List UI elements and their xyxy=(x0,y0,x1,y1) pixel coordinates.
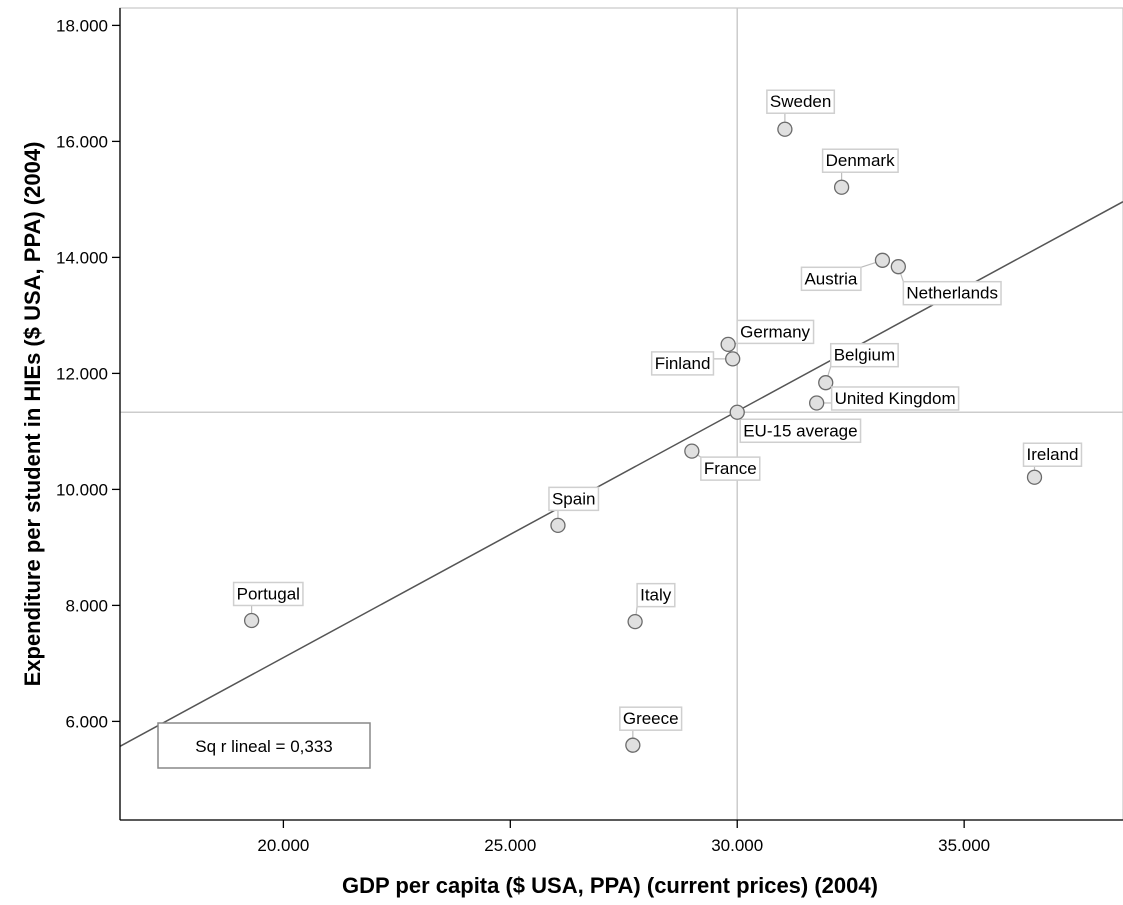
point-label-box xyxy=(1022,442,1083,467)
point-label-box xyxy=(830,386,960,411)
point-marker xyxy=(550,517,566,534)
point-label-box xyxy=(766,89,836,114)
point-marker xyxy=(874,252,891,268)
point-label: Austria xyxy=(804,269,857,288)
point-denmark: Denmark xyxy=(821,148,899,195)
y-tick-label: 6.000 xyxy=(65,712,108,731)
plot-frame xyxy=(119,7,1123,821)
y-axis-ticks: 6.000 8.000 10.000 12.000 14.000 16.000 18.000 xyxy=(56,16,120,731)
point-label: Germany xyxy=(740,322,810,341)
point-label-box xyxy=(821,148,899,173)
point-label-box xyxy=(739,418,862,444)
point-marker xyxy=(625,737,641,753)
point-austria: Austria xyxy=(800,252,891,292)
point-marker xyxy=(684,443,700,459)
point-finland: Finland xyxy=(650,351,741,376)
y-tick-label: 14.000 xyxy=(56,248,108,267)
point-ireland: Ireland xyxy=(1022,442,1083,485)
y-tick-label: 16.000 xyxy=(56,132,108,151)
point-italy: Italy xyxy=(627,582,676,630)
point-label-box xyxy=(636,582,676,608)
point-label-box xyxy=(736,319,815,345)
point-label-box xyxy=(800,266,862,292)
point-germany: Germany xyxy=(720,319,815,353)
point-spain: Spain xyxy=(548,486,600,534)
point-label: Greece xyxy=(623,709,679,728)
point-label: France xyxy=(704,459,757,478)
point-label: EU-15 average xyxy=(743,421,857,440)
point-label: Spain xyxy=(552,489,595,508)
point-marker xyxy=(1026,469,1043,485)
point-united-kingdom: United Kingdom xyxy=(809,386,960,411)
x-axis-title: GDP per capita ($ USA, PPA) (current pri… xyxy=(342,873,878,898)
point-label: Italy xyxy=(640,586,672,605)
y-tick-label: 12.000 xyxy=(56,364,108,383)
x-axis-ticks: 20.000 25.000 30.000 35.000 xyxy=(257,820,990,855)
point-marker xyxy=(777,121,793,137)
point-label-box xyxy=(232,581,304,607)
point-label: Belgium xyxy=(834,346,895,365)
point-marker xyxy=(729,404,745,420)
point-label: Denmark xyxy=(826,151,895,170)
point-label-box xyxy=(700,456,761,481)
point-marker xyxy=(833,179,850,195)
point-label: Finland xyxy=(655,354,711,373)
point-greece: Greece xyxy=(619,706,683,753)
point-eu-15-average: EU-15 average xyxy=(729,404,862,444)
y-tick-label: 8.000 xyxy=(65,596,108,615)
point-marker xyxy=(809,395,825,411)
r-squared-legend: Sq r lineal = 0,333 xyxy=(157,722,371,769)
point-label: Netherlands xyxy=(906,284,998,303)
point-belgium: Belgium xyxy=(818,342,899,391)
y-axis-title: Expenditure per student in HIEs ($ USA, … xyxy=(20,142,45,687)
point-marker xyxy=(818,375,834,391)
point-sweden: Sweden xyxy=(766,89,836,137)
r-squared-box xyxy=(157,722,371,769)
point-label-box xyxy=(548,486,600,512)
point-label: Sweden xyxy=(770,92,831,111)
point-label-box xyxy=(619,706,683,731)
point-label: United Kingdom xyxy=(835,389,956,408)
point-portugal: Portugal xyxy=(232,581,304,629)
y-tick-label: 10.000 xyxy=(56,480,108,499)
x-tick-label: 30.000 xyxy=(711,836,763,855)
point-marker xyxy=(627,613,643,630)
point-france: France xyxy=(684,443,761,481)
data-points: Sweden Denmark Austria Netherlands Germany Fi… xyxy=(232,89,1083,753)
point-label-box xyxy=(829,342,899,368)
r-squared-label: Sq r lineal = 0,333 xyxy=(195,737,333,756)
point-label: Portugal xyxy=(237,584,300,603)
point-label: Ireland xyxy=(1027,445,1079,464)
reference-lines xyxy=(120,8,1123,820)
point-label-box xyxy=(650,351,715,376)
point-netherlands: Netherlands xyxy=(890,259,1002,306)
point-marker xyxy=(725,351,741,367)
x-tick-label: 35.000 xyxy=(938,836,990,855)
point-marker xyxy=(243,612,260,629)
x-tick-label: 25.000 xyxy=(484,836,536,855)
point-marker xyxy=(890,259,906,275)
x-tick-label: 20.000 xyxy=(257,836,309,855)
point-marker xyxy=(720,336,736,353)
point-label-box xyxy=(902,280,1002,306)
y-tick-label: 18.000 xyxy=(56,16,108,35)
